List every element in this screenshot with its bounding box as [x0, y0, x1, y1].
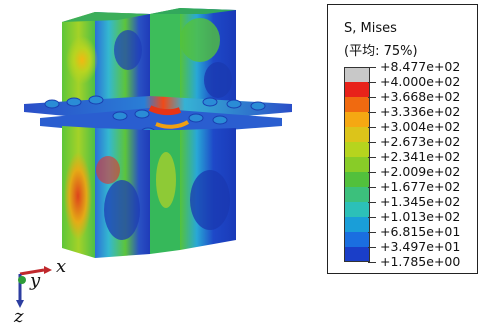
model-viewport: x y z	[14, 8, 292, 327]
y-axis-label: y	[30, 270, 41, 291]
legend-title: S, Mises	[344, 21, 397, 36]
legend-swatch	[344, 82, 370, 97]
legend-swatch	[344, 112, 370, 127]
left-column-upper	[62, 12, 150, 112]
legend-level-label: +2.009e+02	[380, 164, 461, 179]
legend-tick	[368, 142, 376, 143]
legend-swatch	[344, 97, 370, 112]
right-column-upper	[150, 8, 236, 108]
legend-level-label: +3.668e+02	[380, 89, 461, 104]
legend-level-label: +6.815e+01	[380, 224, 461, 239]
legend-tick	[368, 157, 376, 158]
legend-level-label: +2.341e+02	[380, 149, 461, 164]
legend-swatch	[344, 157, 370, 172]
legend-swatch	[344, 217, 370, 232]
legend-tick	[368, 187, 376, 188]
legend-swatch	[344, 232, 370, 247]
legend-tick	[368, 232, 376, 233]
fe-model-render	[16, 8, 292, 308]
legend-tick	[368, 202, 376, 203]
legend-level-label: +1.677e+02	[380, 179, 461, 194]
left-column-lower	[62, 126, 150, 258]
y-axis-dot	[18, 276, 26, 284]
legend-level-label: +3.004e+02	[380, 119, 461, 134]
right-column-lower	[150, 128, 236, 254]
legend-level-label: +8.477e+02	[380, 59, 461, 74]
legend-tick	[368, 247, 376, 248]
legend-level-label: +1.785e+00	[380, 254, 461, 269]
legend-tick	[368, 82, 376, 83]
legend-level-label: +4.000e+02	[380, 74, 461, 89]
x-axis-arrow	[19, 268, 45, 276]
x-axis-label: x	[56, 256, 67, 277]
coordinate-triad	[16, 266, 52, 308]
legend-swatch	[344, 172, 370, 187]
legend-averaging: (平均: 75%)	[344, 44, 418, 59]
legend-tick	[368, 217, 376, 218]
legend-tick	[368, 172, 376, 173]
legend-level-label: +3.336e+02	[380, 104, 461, 119]
legend-swatch	[344, 202, 370, 217]
legend-swatch	[344, 187, 370, 202]
contour-legend: S, Mises (平均: 75%) +8.477e+02 +4.000e+02 +…	[327, 4, 478, 274]
legend-swatch	[344, 127, 370, 142]
legend-swatch	[344, 142, 370, 157]
legend-tick	[368, 67, 376, 68]
legend-level-label: +2.673e+02	[380, 134, 461, 149]
legend-level-label: +1.345e+02	[380, 194, 461, 209]
legend-tick	[368, 127, 376, 128]
z-axis-label: z	[14, 306, 24, 327]
legend-level-label: +1.013e+02	[380, 209, 461, 224]
legend-swatch	[344, 67, 370, 82]
legend-tick	[368, 97, 376, 98]
legend-swatch	[344, 247, 370, 262]
legend-tick	[368, 112, 376, 113]
legend-level-label: +3.497e+01	[380, 239, 461, 254]
legend-tick	[368, 262, 376, 263]
